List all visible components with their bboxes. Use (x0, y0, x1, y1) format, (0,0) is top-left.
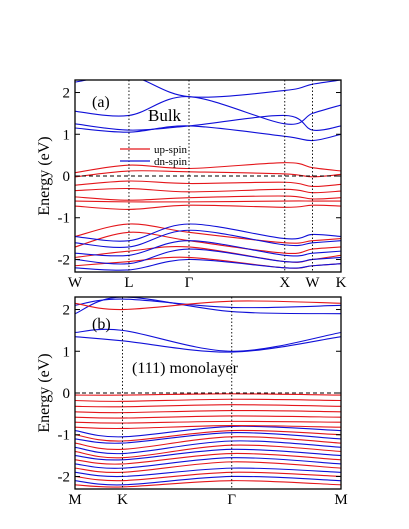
band-line-dn-spin (75, 258, 341, 271)
band-line-up-spin (75, 429, 341, 442)
band-line-dn-spin (75, 328, 341, 352)
band-line-up-spin (75, 409, 341, 414)
band-line-up-spin (75, 415, 341, 419)
band-line-up-spin (75, 398, 341, 402)
panel-a-y-axis-label: Energy (eV) (36, 136, 53, 215)
panel-a-label: (a) (92, 94, 110, 111)
band-line-up-spin (75, 480, 341, 488)
band-line-dn-spin (75, 467, 341, 478)
panel-b-y-axis-label: Energy (eV) (36, 353, 53, 432)
x-tick-label: X (279, 275, 290, 291)
panel-b-bands (75, 297, 341, 488)
x-tick-label: K (117, 492, 128, 508)
band-line-up-spin (75, 170, 341, 178)
band-line-up-spin (75, 300, 341, 311)
y-tick-label: 0 (63, 169, 71, 185)
band-line-dn-spin (75, 229, 341, 248)
x-tick-label: W (305, 275, 320, 291)
band-line-dn-spin (75, 425, 341, 438)
x-tick-label: L (124, 275, 133, 291)
panel-b-y-ticks: -2 -1 0 1 2 (58, 303, 341, 485)
band-line-dn-spin (75, 448, 341, 461)
band-line-up-spin (75, 187, 341, 194)
x-tick-label: W (68, 275, 83, 291)
band-line-up-spin (75, 256, 341, 269)
panel-b-monolayer: -2 -1 0 1 2 M K Γ M (b) (111) monolayer Energy … (36, 296, 348, 508)
panel-a-legend: up-spin dn-spin (120, 144, 188, 168)
band-line-dn-spin (75, 432, 341, 444)
x-tick-label: M (68, 492, 81, 508)
band-line-up-spin (75, 404, 341, 408)
band-line-up-spin (75, 195, 341, 201)
panel-a-y-ticks: -2 -1 0 1 2 (58, 86, 341, 268)
legend-dn-spin-label: dn-spin (154, 156, 188, 168)
band-line-up-spin (75, 180, 341, 188)
band-line-dn-spin (75, 440, 341, 455)
panel-b-title: (111) monolayer (132, 360, 239, 377)
y-tick-label: 1 (63, 344, 71, 360)
band-line-dn-spin (75, 114, 341, 131)
band-line-dn-spin (75, 457, 341, 469)
band-line-dn-spin (75, 240, 341, 257)
x-tick-label: M (334, 492, 347, 508)
band-line-up-spin (75, 452, 341, 465)
y-tick-label: -2 (58, 469, 71, 485)
band-line-dn-spin (75, 336, 341, 353)
band-line-dn-spin (75, 475, 341, 486)
band-line-up-spin (75, 461, 341, 474)
band-line-dn-spin (75, 297, 341, 315)
band-line-up-spin (75, 393, 341, 396)
y-tick-label: -1 (58, 428, 71, 444)
y-tick-label: 1 (63, 127, 71, 143)
y-tick-label: 2 (63, 303, 71, 319)
band-line-up-spin (75, 436, 341, 450)
band-line-dn-spin (75, 223, 341, 242)
band-line-up-spin (75, 200, 341, 203)
y-tick-label: -1 (58, 211, 71, 227)
band-line-up-spin (75, 162, 341, 174)
legend-up-spin-label: up-spin (154, 144, 188, 156)
panel-a-title: Bulk (148, 106, 182, 125)
x-tick-label: Γ (185, 275, 194, 291)
band-line-dn-spin (75, 248, 341, 265)
band-line-up-spin (75, 424, 341, 430)
x-tick-label: Γ (227, 492, 236, 508)
band-line-dn-spin (75, 125, 341, 142)
x-tick-label: K (336, 275, 347, 291)
y-tick-label: -2 (58, 252, 71, 268)
band-line-up-spin (75, 204, 341, 210)
band-line-up-spin (75, 471, 341, 482)
band-line-dn-spin (75, 80, 341, 98)
y-tick-label: 0 (63, 386, 71, 402)
panel-b-label: (b) (92, 316, 111, 333)
band-line-dn-spin (75, 298, 341, 309)
y-tick-label: 2 (63, 86, 71, 102)
band-line-up-spin (75, 444, 341, 459)
band-line-up-spin (75, 223, 341, 244)
panel-a-bands (75, 80, 341, 271)
band-line-up-spin (75, 420, 341, 424)
